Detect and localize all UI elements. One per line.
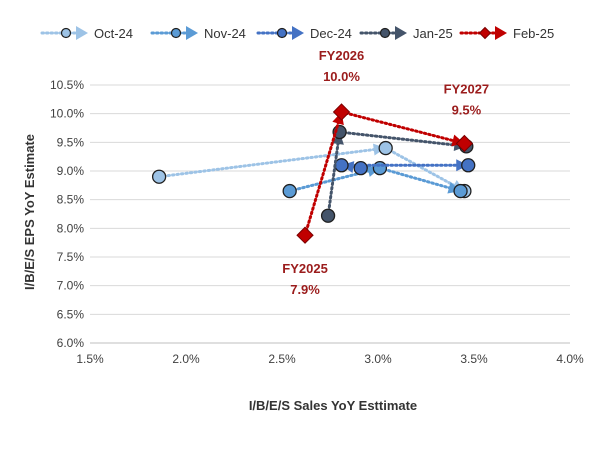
legend-marker-0 xyxy=(60,27,72,39)
series-4-connector-0 xyxy=(303,110,344,237)
y-tick-label-5: 8.5% xyxy=(57,193,85,207)
series-nov-24 xyxy=(282,160,468,199)
legend-marker-1 xyxy=(170,27,182,39)
legend-marker-4 xyxy=(478,26,492,40)
y-tick-label-3: 7.5% xyxy=(57,250,85,264)
legend-item-jan-25: Jan-25 xyxy=(359,26,453,41)
annotation-fy2026-title: FY2026 xyxy=(319,48,365,63)
y-tick-label-0: 6.0% xyxy=(57,336,85,350)
series-2-point-0 xyxy=(353,160,368,176)
series-0-connector-0 xyxy=(157,146,388,179)
legend-arrow-4 xyxy=(495,26,507,40)
grid xyxy=(90,84,570,344)
y-tick-label-1: 6.5% xyxy=(57,307,85,321)
y-tick-label-7: 9.5% xyxy=(57,135,85,149)
annotation-fy2027-title: FY2027 xyxy=(444,81,490,96)
ticks: 6.0% 6.5% 7.0% 7.5% 8.0% 8.5% 9.0% 9.5% 10.0% 10.… xyxy=(50,78,584,366)
y-tick-label-4: 8.0% xyxy=(57,221,85,235)
annotation-fy2025-value: 7.9% xyxy=(290,282,320,297)
annotations: FY2026 10.0% FY2027 9.5% FY2025 7.9% xyxy=(282,48,489,297)
legend-label-3: Jan-25 xyxy=(413,26,453,41)
x-tick-label-4: 3.5% xyxy=(460,352,488,366)
y-tick-label-9: 10.5% xyxy=(50,78,84,92)
x-tick-label-2: 2.5% xyxy=(268,352,296,366)
series-layer xyxy=(151,103,476,244)
legend-item-nov-24: Nov-24 xyxy=(150,26,246,41)
legend: Oct-24 Nov-24 Dec-24 Jan-25 Feb-25 xyxy=(40,26,554,41)
annotation-fy2027-value: 9.5% xyxy=(452,102,482,117)
y-tick-label-6: 9.0% xyxy=(57,164,85,178)
series-4-point-0 xyxy=(296,226,314,244)
series-4-connector-1 xyxy=(340,110,466,145)
y-tick-label-2: 7.0% xyxy=(57,279,85,293)
legend-arrow-1 xyxy=(186,26,198,40)
x-tick-label-3: 3.0% xyxy=(364,352,392,366)
legend-marker-2 xyxy=(276,27,288,39)
legend-marker-3 xyxy=(379,27,391,39)
series-dec-24 xyxy=(334,158,476,176)
series-2-point-2 xyxy=(461,158,476,173)
series-1-point-0 xyxy=(282,183,297,199)
series-4-point-1 xyxy=(332,103,351,121)
series-feb-25 xyxy=(296,103,474,244)
legend-item-feb-25: Feb-25 xyxy=(459,26,554,41)
annotation-fy2025-title: FY2025 xyxy=(282,261,328,276)
series-1-point-1 xyxy=(372,160,388,176)
x-tick-label-0: 1.5% xyxy=(76,352,104,366)
series-3-point-0 xyxy=(320,208,336,223)
legend-label-0: Oct-24 xyxy=(94,26,133,41)
y-axis-title: I/B/E/S EPS YoY Estimate xyxy=(22,134,37,290)
legend-arrow-0 xyxy=(76,26,88,40)
series-3-connector-1 xyxy=(338,130,468,148)
x-axis-title: I/B/E/S Sales YoY Esttimate xyxy=(249,398,417,413)
y-tick-label-8: 10.0% xyxy=(50,107,84,121)
legend-label-4: Feb-25 xyxy=(513,26,554,41)
legend-label-1: Nov-24 xyxy=(204,26,246,41)
series-1-point-2 xyxy=(453,183,468,199)
x-tick-label-5: 4.0% xyxy=(556,352,584,366)
legend-label-2: Dec-24 xyxy=(310,26,352,41)
series-0-point-0 xyxy=(151,169,167,184)
legend-arrow-2 xyxy=(292,26,304,40)
legend-arrow-3 xyxy=(395,26,407,40)
annotation-fy2026-value: 10.0% xyxy=(323,69,360,84)
series-4-point-2 xyxy=(455,134,474,153)
series-oct-24 xyxy=(151,140,472,199)
legend-item-oct-24: Oct-24 xyxy=(40,26,133,41)
series-3-connector-0 xyxy=(326,130,342,218)
x-tick-label-1: 2.0% xyxy=(172,352,200,366)
legend-item-dec-24: Dec-24 xyxy=(256,26,352,41)
series-0-point-1 xyxy=(378,140,393,156)
series-1-connector-1 xyxy=(378,166,463,193)
